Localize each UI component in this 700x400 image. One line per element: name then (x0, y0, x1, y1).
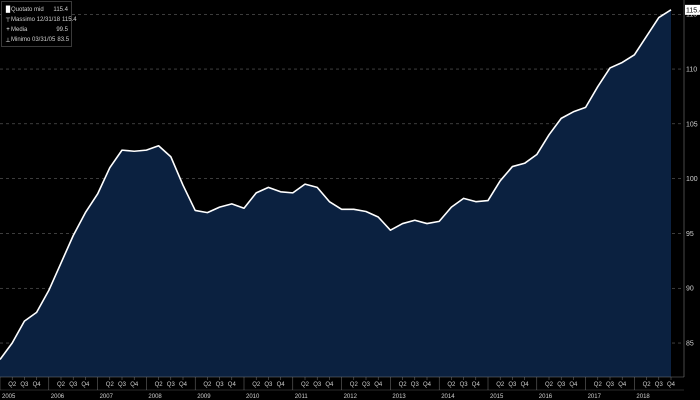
legend-item-minimo: ⊥ Minimo 03/31/05 83.5 (5, 35, 70, 45)
legend: █ Quotato mid 115.4 ⊤ Massimo 12/31/18 1… (1, 1, 77, 47)
quarter-tick-label: Q3 (118, 382, 127, 388)
quarter-tick-label: Q4 (472, 382, 481, 388)
year-label: 2009 (197, 394, 211, 400)
y-tick-label: 90 (686, 286, 694, 293)
quarter-tick-label: Q2 (252, 382, 261, 388)
year-label: 2013 (392, 394, 406, 400)
last-value-badge (685, 4, 700, 15)
quarter-tick-label: Q4 (179, 382, 188, 388)
legend-value: 83.5 (57, 37, 70, 43)
quarter-tick-label: Q2 (643, 382, 652, 388)
quarter-tick-label: Q2 (203, 382, 212, 388)
x-axis: Q2 Q3 Q4 Q2 Q3 Q4 Q2 Q3 Q4 Q2 Q3 Q4 Q2 Q3 Q4 Q2 Q3 Q4 Q2 Q3… (0, 376, 684, 400)
quarter-tick-label: Q3 (460, 382, 469, 388)
quarter-tick-label: Q3 (216, 382, 225, 388)
quarter-tick-label: Q4 (228, 382, 237, 388)
legend-item-massimo: ⊤ Massimo 12/31/18 115.4 (5, 15, 76, 25)
quarter-tick-label: Q4 (423, 382, 432, 388)
quarter-tick-label: Q4 (325, 382, 334, 388)
series-line (0, 9, 672, 360)
quarter-tick-label: Q3 (167, 382, 176, 388)
y-tick-label: 110 (686, 67, 697, 74)
legend-label: Massimo 12/31/18 (11, 17, 61, 23)
quarter-tick-label: Q3 (362, 382, 371, 388)
y-tick-label: 85 (686, 341, 694, 348)
quarter-tick-label: Q4 (618, 382, 627, 388)
y-tick-label: 105 (686, 121, 698, 128)
quarter-tick-label: Q3 (655, 382, 664, 388)
legend-label: Minimo 03/31/05 (11, 37, 56, 43)
year-label: 2006 (51, 394, 65, 400)
legend-value: 115.4 (53, 7, 68, 13)
year-label: 2008 (148, 394, 162, 400)
quarter-tick-label: Q2 (301, 382, 310, 388)
legend-item-media: + Media 99.5 (5, 25, 68, 35)
high-marker-icon: ⊤ (5, 17, 11, 24)
quarter-tick-label: Q4 (33, 382, 42, 388)
quarter-tick-label: Q3 (313, 382, 322, 388)
year-label: 2005 (2, 394, 16, 400)
quarter-tick-label: Q4 (130, 382, 139, 388)
y-tick-label: 100 (686, 176, 698, 183)
last-value-text: 115.4 (686, 7, 700, 14)
quarter-tick-label: Q3 (411, 382, 420, 388)
y-axis: 85 90 95 100 105 110 115 (683, 0, 698, 377)
quarter-tick-label: Q2 (545, 382, 554, 388)
series-area (0, 9, 671, 378)
quarter-tick-label: Q2 (447, 382, 456, 388)
y-tick-label: 115 (686, 12, 697, 19)
year-label: 2011 (295, 394, 309, 400)
quarter-tick-label: Q2 (594, 382, 603, 388)
year-label: 2010 (246, 394, 260, 400)
quarter-tick-label: Q2 (399, 382, 408, 388)
quarter-tick-label: Q2 (57, 382, 66, 388)
quarter-tick-label: Q2 (8, 382, 17, 388)
quarter-tick-label: Q4 (277, 382, 286, 388)
year-label: 2018 (636, 394, 650, 400)
legend-item-quotato-mid: █ Quotato mid 115.4 (5, 5, 68, 15)
quarter-tick-label: Q4 (81, 382, 90, 388)
year-label: 2012 (344, 394, 358, 400)
quarter-tick-label: Q3 (557, 382, 566, 388)
year-label: 2007 (100, 394, 114, 400)
year-label: 2016 (539, 394, 553, 400)
plus-marker-icon: + (6, 27, 10, 33)
quarter-tick-label: Q3 (264, 382, 273, 388)
legend-label: Media (11, 27, 28, 33)
quarter-tick-label: Q2 (496, 382, 505, 388)
quarter-tick-label: Q4 (667, 382, 676, 388)
quarter-tick-label: Q3 (69, 382, 78, 388)
quarter-tick-label: Q4 (521, 382, 530, 388)
year-label: 2014 (441, 394, 455, 400)
quarter-tick-label: Q2 (106, 382, 115, 388)
legend-label: Quotato mid (11, 7, 44, 13)
quarter-tick-label: Q4 (374, 382, 383, 388)
low-marker-icon: ⊥ (5, 37, 11, 44)
quarter-tick-label: Q2 (350, 382, 359, 388)
quarter-tick-label: Q3 (606, 382, 615, 388)
quarter-tick-label: Q4 (569, 382, 578, 388)
year-label: 2017 (588, 394, 602, 400)
quarter-tick-label: Q3 (508, 382, 517, 388)
y-tick-label: 95 (686, 231, 694, 238)
square-marker-icon: █ (5, 7, 11, 13)
legend-value: 115.4 (62, 17, 77, 23)
year-label: 2015 (490, 394, 504, 400)
quarter-tick-label: Q2 (155, 382, 164, 388)
quarter-tick-label: Q3 (20, 382, 29, 388)
last-value-label: 115.4 (685, 4, 700, 15)
legend-value: 99.5 (56, 27, 68, 33)
